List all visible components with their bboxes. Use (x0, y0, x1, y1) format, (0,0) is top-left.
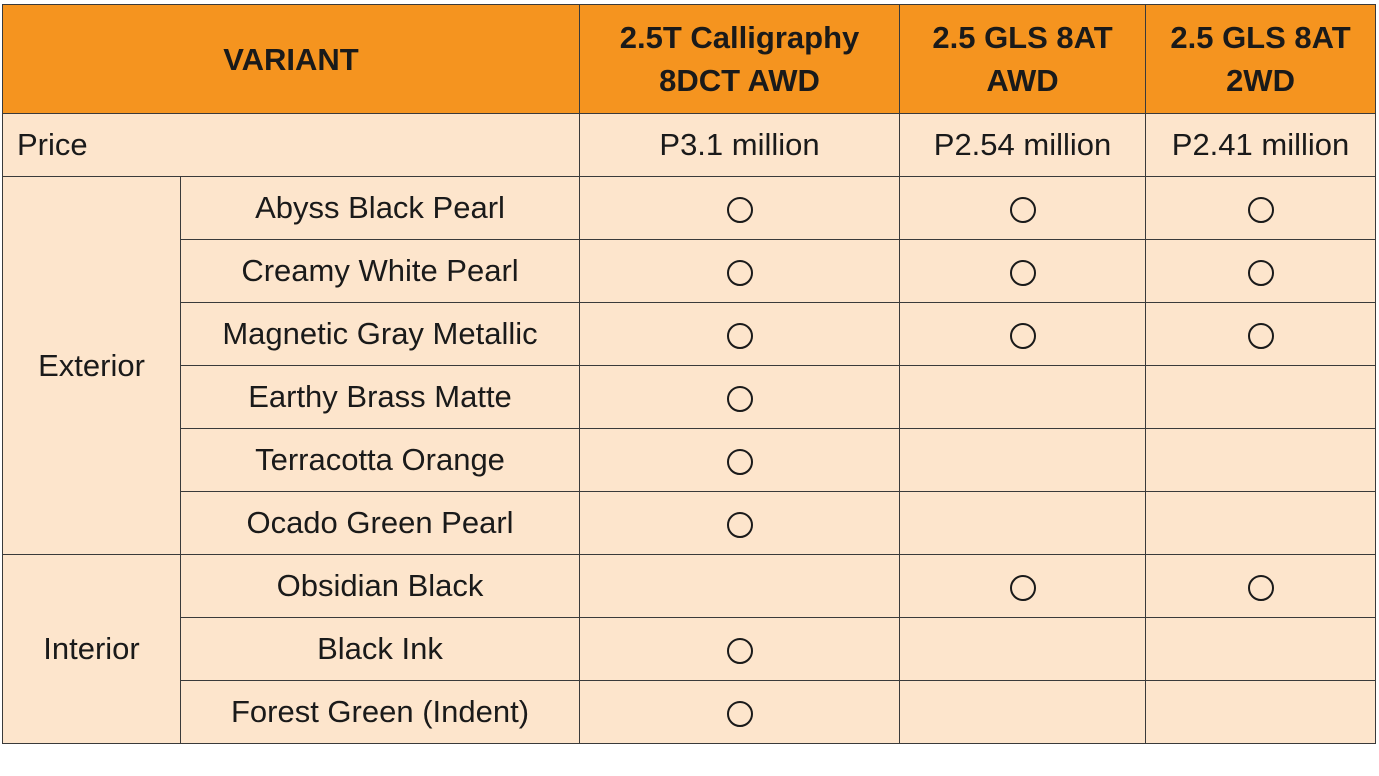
category-interior-label: Interior (2, 554, 181, 744)
availability-cell (1145, 176, 1377, 240)
availability-cell (1145, 365, 1377, 429)
available-circle-icon (1009, 259, 1036, 286)
availability-cell (899, 428, 1147, 492)
table-row: Earthy Brass Matte (3, 365, 1377, 429)
availability-cell (579, 491, 901, 555)
availability-cell (1145, 617, 1377, 681)
table-row: Interior Obsidian Black (2, 554, 1377, 744)
available-circle-icon (1009, 574, 1036, 601)
available-circle-icon (726, 700, 753, 727)
variant-header: VARIANT (1, 4, 581, 114)
table-row: Ocado Green Pearl (3, 491, 1377, 555)
availability-cell (1145, 302, 1377, 366)
variant-column-header: 2.5 GLS 8AT AWD (899, 4, 1147, 114)
color-name: Forest Green (Indent) (179, 680, 581, 744)
availability-cell (1145, 554, 1377, 618)
table-row: Forest Green (Indent) (3, 680, 1377, 744)
availability-cell (899, 176, 1147, 240)
variant-name-line2: AWD (986, 63, 1059, 98)
color-name: Earthy Brass Matte (179, 365, 581, 429)
color-name: Black Ink (179, 617, 581, 681)
variant-name-line2: 2WD (1226, 63, 1295, 98)
availability-cell (579, 239, 901, 303)
availability-cell (579, 680, 901, 744)
availability-cell (899, 554, 1147, 618)
availability-cell (1145, 680, 1377, 744)
available-circle-icon (1247, 196, 1274, 223)
variant-name-line1: 2.5 GLS 8AT (1170, 20, 1351, 55)
table-row: Creamy White Pearl (3, 239, 1377, 303)
availability-cell (1145, 428, 1377, 492)
price-value: P2.41 million (1145, 113, 1377, 177)
variant-column-header: 2.5 GLS 8AT 2WD (1145, 4, 1377, 114)
available-circle-icon (1009, 196, 1036, 223)
availability-cell (899, 302, 1147, 366)
price-value: P2.54 million (899, 113, 1147, 177)
available-circle-icon (726, 259, 753, 286)
available-circle-icon (726, 385, 753, 412)
color-name: Obsidian Black (179, 554, 581, 618)
table-row: Terracotta Orange (3, 428, 1377, 492)
variant-name-line1: 2.5 GLS 8AT (932, 20, 1113, 55)
availability-cell (899, 239, 1147, 303)
variant-spec-table: VARIANT 2.5T Calligraphy 8DCT AWD 2.5 GL… (1, 4, 1377, 744)
table-row: Black Ink (3, 617, 1377, 681)
available-circle-icon (1247, 322, 1274, 349)
color-name: Ocado Green Pearl (179, 491, 581, 555)
color-name: Abyss Black Pearl (179, 176, 581, 240)
available-circle-icon (726, 322, 753, 349)
available-circle-icon (1247, 574, 1274, 601)
available-circle-icon (1009, 322, 1036, 349)
header-row: VARIANT 2.5T Calligraphy 8DCT AWD 2.5 GL… (1, 4, 1377, 114)
price-label: Price (1, 113, 581, 177)
color-name: Creamy White Pearl (179, 239, 581, 303)
color-name: Terracotta Orange (179, 428, 581, 492)
available-circle-icon (726, 448, 753, 475)
available-circle-icon (726, 511, 753, 538)
available-circle-icon (726, 637, 753, 664)
availability-cell (579, 554, 901, 618)
table-row: Magnetic Gray Metallic (3, 302, 1377, 366)
availability-cell (899, 491, 1147, 555)
table-row: Exterior Abyss Black Pearl (2, 176, 1377, 555)
availability-cell (1145, 491, 1377, 555)
availability-cell (899, 617, 1147, 681)
variant-name-line2: 8DCT AWD (659, 63, 820, 98)
availability-cell (579, 617, 901, 681)
price-row: Price P3.1 million P2.54 million P2.41 m… (1, 113, 1377, 177)
variant-column-header: 2.5T Calligraphy 8DCT AWD (579, 4, 901, 114)
variant-name-line1: 2.5T Calligraphy (619, 20, 860, 55)
availability-cell (899, 680, 1147, 744)
available-circle-icon (726, 196, 753, 223)
availability-cell (579, 302, 901, 366)
availability-cell (899, 365, 1147, 429)
price-value: P3.1 million (579, 113, 901, 177)
color-name: Magnetic Gray Metallic (179, 302, 581, 366)
available-circle-icon (1247, 259, 1274, 286)
availability-cell (579, 176, 901, 240)
availability-cell (579, 365, 901, 429)
category-exterior-label: Exterior (2, 176, 181, 555)
availability-cell (1145, 239, 1377, 303)
availability-cell (579, 428, 901, 492)
